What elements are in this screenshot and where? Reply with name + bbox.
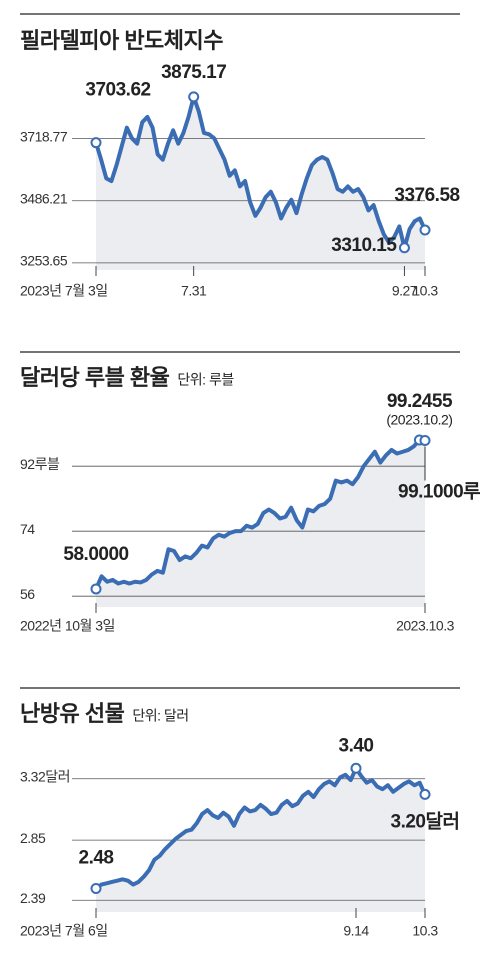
- value-label: 58.0000: [63, 544, 128, 565]
- x-tick-label: 2022년 10월 3일: [20, 618, 115, 634]
- y-tick-label: 2.85: [20, 830, 46, 846]
- chart-title: 난방유 선물: [20, 701, 125, 726]
- x-tick-label: 10.3: [412, 283, 438, 299]
- value-label: 99.1000루블: [398, 481, 480, 503]
- x-tick-label: 2023년 7월 6일: [20, 923, 108, 939]
- value-label: 2.48: [79, 847, 114, 868]
- point-marker: [90, 882, 102, 894]
- area: [96, 440, 425, 607]
- line: [94, 766, 427, 891]
- y-tick-label: 3486.21: [20, 190, 68, 206]
- line: [94, 438, 426, 590]
- y-tick-label: 74: [20, 521, 35, 537]
- value-label: 3703.62: [85, 80, 150, 101]
- point-marker: [90, 583, 102, 595]
- value-label: 3875.17: [161, 62, 226, 83]
- line: [94, 94, 427, 250]
- point-marker: [90, 137, 102, 149]
- subtitle: 단위: 달러: [132, 708, 188, 724]
- x-tick-label: 7.31: [181, 283, 207, 299]
- y-tick-label: 3718.77: [20, 128, 68, 144]
- y-tick-label: 3253.65: [20, 253, 68, 269]
- point-marker: [398, 242, 410, 254]
- x-tick-label: 2023.10.3: [396, 618, 454, 634]
- x-tick-label: 2023년 7월 3일: [20, 283, 108, 299]
- y-tick-label: 92루블: [20, 456, 60, 472]
- point-marker: [419, 224, 431, 236]
- y-tick-label: 56: [20, 586, 35, 602]
- area: [96, 96, 425, 270]
- point-marker: [350, 762, 362, 774]
- point-marker: [188, 91, 200, 103]
- value-label: 3.20달러: [391, 810, 460, 832]
- x-tick-label: 9.27: [392, 283, 418, 299]
- annotation: (2023.10.2): [386, 412, 452, 428]
- x-tick-label: 9.14: [343, 923, 369, 939]
- value-label: 3376.58: [394, 185, 459, 206]
- point-marker: [419, 435, 431, 447]
- value-label: 3310.15: [331, 235, 397, 256]
- point-marker: [419, 788, 431, 800]
- subtitle: 단위: 루블: [177, 372, 234, 388]
- chart-title: 달러당 루블 환율: [20, 365, 170, 390]
- value-label: 99.2455: [387, 391, 453, 412]
- value-label: 3.40: [339, 735, 374, 756]
- chart-title: 필라델피아 반도체지수: [20, 28, 223, 53]
- x-tick-label: 10.3: [412, 923, 438, 939]
- y-tick-label: 2.39: [20, 890, 46, 906]
- y-tick-label: 3.32달러: [20, 768, 70, 784]
